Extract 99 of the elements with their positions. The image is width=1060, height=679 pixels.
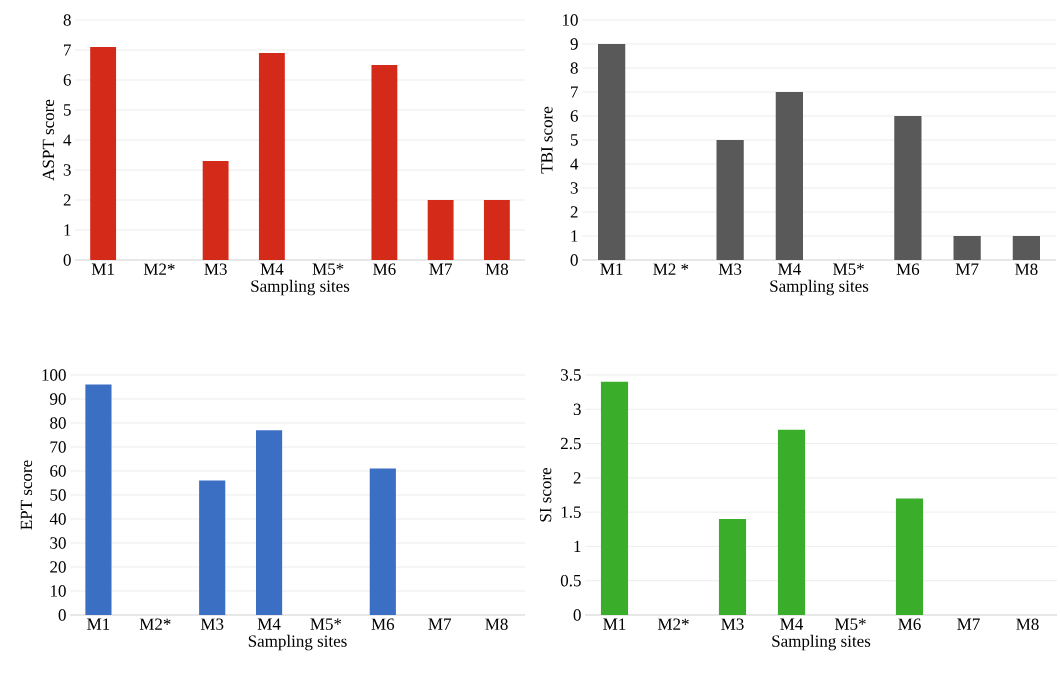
x-tick-label: M7 <box>429 263 452 275</box>
x-axis-title: Sampling sites <box>770 279 869 296</box>
x-tick-label: M3 <box>204 263 227 275</box>
y-tick-label: 0 <box>570 254 578 266</box>
x-tick-label: M6 <box>371 618 395 630</box>
bar <box>894 115 922 260</box>
x-tick-label: M1 <box>87 618 110 630</box>
y-tick-label: 3.5 <box>561 369 581 381</box>
bar <box>371 65 398 260</box>
bar <box>600 381 629 615</box>
x-tick-label: M8 <box>485 263 509 275</box>
x-tick-label: M4 <box>780 618 804 630</box>
bar <box>90 47 117 260</box>
x-tick-label: M8 <box>1016 618 1039 630</box>
y-tick-label: 2 <box>573 472 581 484</box>
x-tick-label: M7 <box>428 618 452 630</box>
x-tick-label: M6 <box>896 263 920 275</box>
x-tick-label: M1 <box>91 263 114 275</box>
y-tick-label: 5 <box>570 134 578 146</box>
y-tick-label: 40 <box>49 513 66 525</box>
x-tick-label: M3 <box>200 618 224 630</box>
y-tick-label: 0.5 <box>560 574 581 587</box>
x-axis-title: Sampling sites <box>248 634 347 651</box>
y-tick-label: 6 <box>570 110 578 122</box>
y-tick-label: 50 <box>50 489 66 501</box>
y-tick-label: 2 <box>570 206 578 218</box>
y-tick-label: 7 <box>571 86 578 98</box>
y-tick-label: 30 <box>50 537 66 549</box>
y-tick-label: 3 <box>573 403 581 415</box>
y-tick-label: 4 <box>63 134 72 146</box>
x-tick-label: M4 <box>778 263 801 275</box>
x-tick-label: M7 <box>957 618 980 630</box>
y-tick-label: 8 <box>570 62 578 74</box>
y-tick-label: 0 <box>573 609 581 621</box>
x-tick-label: M5* <box>312 263 344 275</box>
x-tick-label: M1 <box>603 618 626 630</box>
y-tick-label: 3 <box>570 182 578 194</box>
x-tick-label: M4 <box>257 618 281 630</box>
x-tick-label: M2 * <box>653 263 689 275</box>
y-tick-label: 6 <box>63 74 71 86</box>
y-tick-label: 100 <box>42 369 66 381</box>
y-tick-label: 1 <box>64 224 71 236</box>
x-tick-label: M6 <box>373 263 396 275</box>
bar <box>777 429 806 615</box>
y-tick-label: 80 <box>50 417 66 429</box>
bar <box>775 91 804 260</box>
y-tick-label: 60 <box>50 465 66 477</box>
y-tick-label: 5 <box>63 104 71 116</box>
x-tick-label: M3 <box>721 618 744 630</box>
bar <box>258 53 285 260</box>
bar <box>953 235 981 260</box>
x-tick-label: M2* <box>657 618 689 630</box>
y-tick-label: 2.5 <box>560 437 581 450</box>
y-axis-title: EPT score <box>20 460 33 530</box>
x-tick-label: M7 <box>955 263 979 275</box>
x-axis-title: Sampling sites <box>772 634 871 651</box>
y-tick-label: 1 <box>571 230 578 242</box>
x-tick-label: M2* <box>139 618 171 630</box>
bar <box>427 199 454 260</box>
y-tick-label: 1 <box>574 540 581 553</box>
bar <box>255 430 283 615</box>
x-tick-label: M2* <box>143 263 175 275</box>
y-tick-label: 0 <box>58 609 66 621</box>
x-tick-label: M5* <box>834 618 866 630</box>
y-tick-label: 7 <box>64 44 71 56</box>
bar <box>369 468 396 615</box>
y-tick-label: 3 <box>63 164 71 176</box>
x-tick-label: M6 <box>898 618 921 630</box>
x-axis-title: Sampling sites <box>251 279 350 296</box>
x-tick-label: M3 <box>718 263 742 275</box>
bar <box>716 139 744 260</box>
bar <box>199 480 226 615</box>
bar <box>202 160 229 260</box>
y-tick-label: 0 <box>63 254 71 266</box>
bar <box>718 518 747 615</box>
y-tick-label: 90 <box>50 393 66 405</box>
x-tick-label: M1 <box>600 263 623 275</box>
y-axis-title: ASPT score <box>42 99 55 181</box>
y-tick-label: 10 <box>562 14 578 26</box>
bar <box>598 43 626 260</box>
x-tick-label: M5* <box>833 263 864 275</box>
y-axis-title: TBI score <box>541 106 553 174</box>
y-tick-label: 10 <box>50 585 66 597</box>
x-tick-label: M8 <box>485 618 508 630</box>
y-tick-label: 1.5 <box>561 506 581 518</box>
bar <box>1012 235 1041 260</box>
y-tick-label: 20 <box>50 561 66 573</box>
x-tick-label: M8 <box>1015 263 1038 275</box>
y-tick-label: 70 <box>50 441 66 453</box>
y-tick-label: 4 <box>570 158 579 170</box>
bar <box>483 199 510 260</box>
y-tick-label: 9 <box>570 38 578 50</box>
x-tick-label: M5* <box>310 618 342 630</box>
x-tick-label: M4 <box>260 263 284 275</box>
bar <box>895 498 924 615</box>
y-tick-label: 8 <box>63 14 71 26</box>
bar <box>85 384 112 615</box>
y-axis-title: SI score <box>539 467 552 522</box>
y-tick-label: 2 <box>63 194 71 206</box>
